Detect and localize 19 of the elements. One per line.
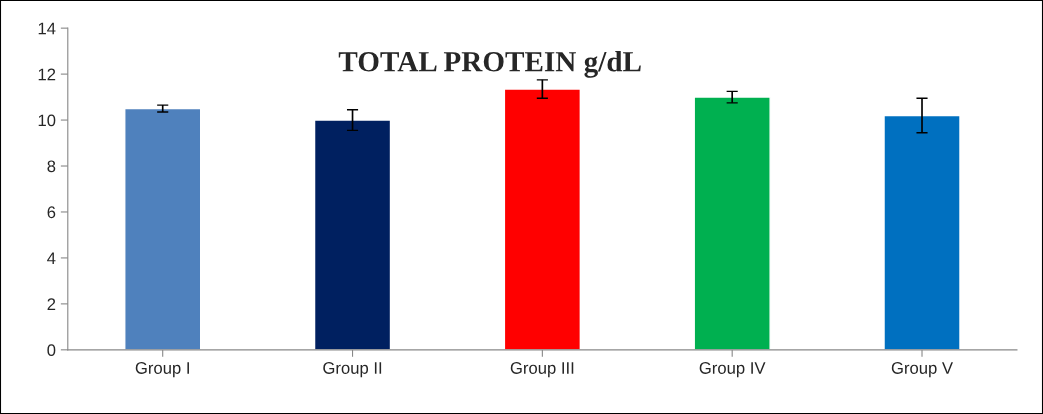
bar	[883, 114, 961, 350]
bar	[124, 107, 202, 350]
y-tick-label: 6	[47, 206, 56, 219]
bar	[313, 119, 392, 350]
y-tick-label: 0	[47, 344, 56, 357]
x-tick-label: Group II	[323, 362, 382, 378]
y-tick-label: 10	[38, 114, 56, 127]
x-tick-label: Group I	[135, 362, 189, 378]
bar	[693, 96, 771, 350]
text: TOTAL PROTEIN g/dL	[338, 51, 641, 78]
x-tick-label: Group IV	[699, 362, 766, 378]
x-tick-label: Group V	[891, 362, 953, 378]
y-tick-label: 12	[38, 68, 56, 81]
y-tick-label: 14	[38, 22, 56, 35]
x-tick-label: Group III	[510, 362, 574, 378]
bar	[503, 88, 582, 350]
y-tick-label: 2	[47, 298, 56, 310]
y-tick-label: 4	[47, 252, 56, 264]
y-tick-label: 8	[47, 160, 56, 173]
